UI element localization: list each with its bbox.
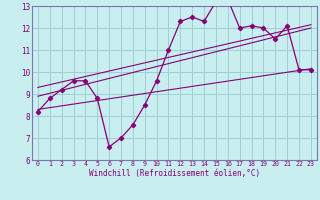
X-axis label: Windchill (Refroidissement éolien,°C): Windchill (Refroidissement éolien,°C) [89,169,260,178]
